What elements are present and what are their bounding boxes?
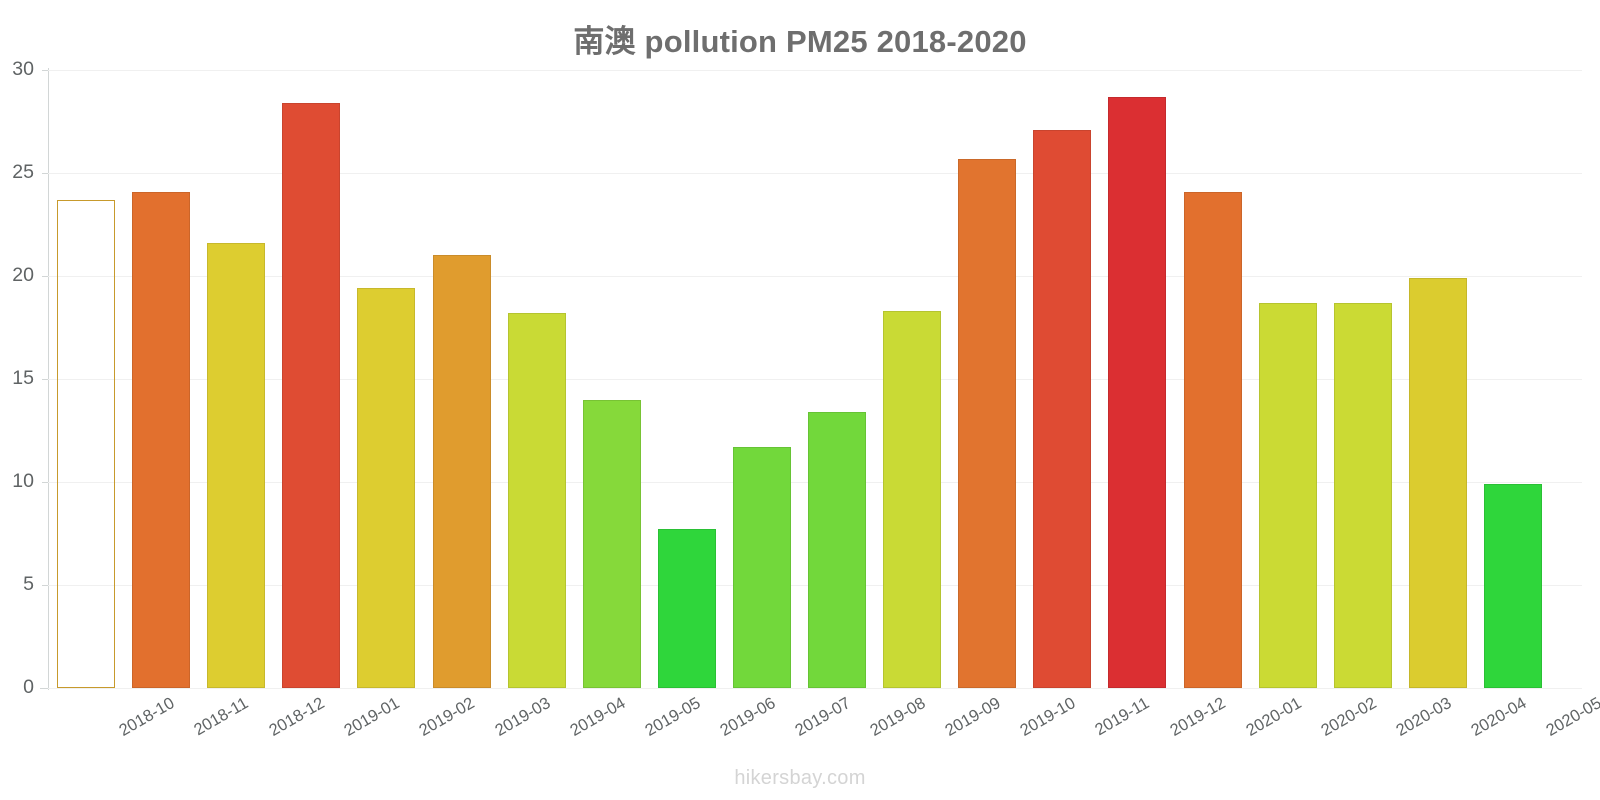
bar[interactable] [1483, 484, 1542, 688]
y-axis-tick-mark [42, 482, 49, 483]
bar[interactable] [507, 313, 566, 688]
gridline [48, 688, 1582, 689]
x-axis-tick-label: 2020-04 [1467, 694, 1530, 740]
bar[interactable] [808, 411, 866, 688]
bar[interactable] [282, 102, 341, 688]
x-axis-tick-label: 2018-12 [266, 694, 328, 740]
x-axis-tick-label: 2018-11 [191, 694, 252, 740]
footer-credit: hikersbay.com [734, 767, 866, 789]
y-axis-tick-label: 30 [12, 58, 34, 80]
x-axis-tick-label: 2019-06 [716, 694, 779, 740]
bar[interactable] [1333, 302, 1392, 688]
y-axis-tick-mark [42, 379, 49, 380]
bar[interactable] [958, 158, 1017, 688]
y-axis-tick-label: 10 [12, 470, 34, 492]
y-axis-tick-label: 25 [12, 161, 34, 183]
x-axis-tick-label: 2020-05 [1543, 694, 1600, 740]
x-axis-tick-label: 2019-03 [491, 694, 554, 740]
bar[interactable] [1258, 302, 1317, 688]
bar[interactable] [732, 446, 791, 688]
y-axis-tick-label: 0 [23, 676, 34, 698]
x-axis-tick-label: 2019-07 [792, 694, 854, 740]
x-axis-tick-label: 2020-01 [1242, 694, 1305, 740]
gridline [48, 379, 1582, 380]
gridline [48, 276, 1582, 277]
x-axis-tick-label: 2019-11 [1092, 694, 1153, 740]
x-axis-tick-label: 2019-04 [566, 694, 629, 740]
bar[interactable] [207, 243, 266, 688]
bar[interactable] [883, 311, 942, 688]
x-axis-tick-label: 2019-08 [867, 694, 929, 740]
x-axis-tick-label: 2019-01 [341, 694, 403, 740]
y-axis-tick-mark [42, 688, 49, 689]
gridline [48, 173, 1582, 174]
x-axis-tick-label: 2020-03 [1392, 694, 1455, 740]
gridline [48, 70, 1582, 71]
x-axis-tick-label: 2019-05 [641, 694, 704, 740]
bar[interactable] [57, 199, 115, 688]
chart-title: 南澳 pollution PM25 2018-2020 [573, 24, 1027, 59]
bar[interactable] [1108, 96, 1167, 688]
x-axis-tick-label: 2019-02 [416, 694, 478, 740]
plot-area [48, 70, 1582, 688]
x-axis-tick-label: 2019-12 [1167, 694, 1229, 740]
bar[interactable] [132, 191, 191, 688]
bar[interactable] [657, 529, 716, 688]
y-axis-tick-label: 20 [12, 264, 34, 286]
y-axis-tick-label: 5 [23, 573, 34, 595]
y-axis-tick-mark [42, 70, 49, 71]
bar[interactable] [582, 399, 641, 688]
y-axis-tick-label: 15 [12, 367, 34, 389]
y-axis-tick-mark [42, 276, 49, 277]
x-axis-tick-label: 2019-10 [1017, 694, 1079, 740]
y-axis-tick-mark [42, 585, 49, 586]
x-axis-tick-label: 2020-02 [1317, 694, 1380, 740]
y-axis-tick-mark [42, 173, 49, 174]
bar[interactable] [432, 255, 491, 688]
bar[interactable] [1183, 191, 1242, 688]
x-axis-tick-label: 2019-09 [942, 694, 1004, 740]
bar[interactable] [357, 288, 416, 688]
x-axis-tick-label: 2018-10 [116, 694, 178, 740]
bar[interactable] [1033, 129, 1092, 688]
bar[interactable] [1408, 278, 1467, 688]
